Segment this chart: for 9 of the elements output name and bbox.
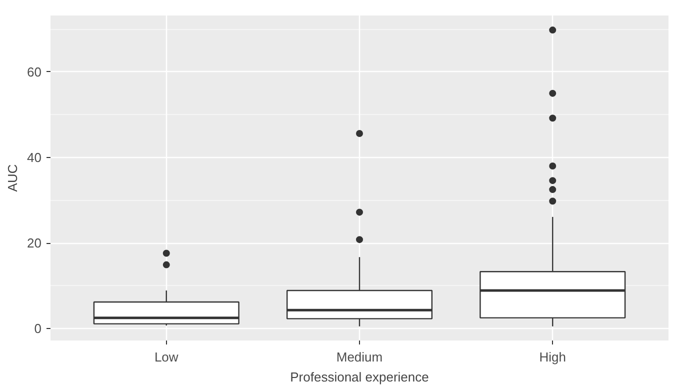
y-axis-title: AUC <box>5 164 20 192</box>
x-tick-label: High <box>539 350 566 364</box>
x-axis-title: Professional experience <box>290 370 429 384</box>
x-tick-label: Low <box>154 350 179 364</box>
x-tick-label: Medium <box>336 350 383 364</box>
y-tick-label: 40 <box>27 150 42 165</box>
y-tick-label: 60 <box>27 64 42 80</box>
y-tick-label: 20 <box>27 236 42 250</box>
y-tick-label: 0 <box>34 321 42 336</box>
